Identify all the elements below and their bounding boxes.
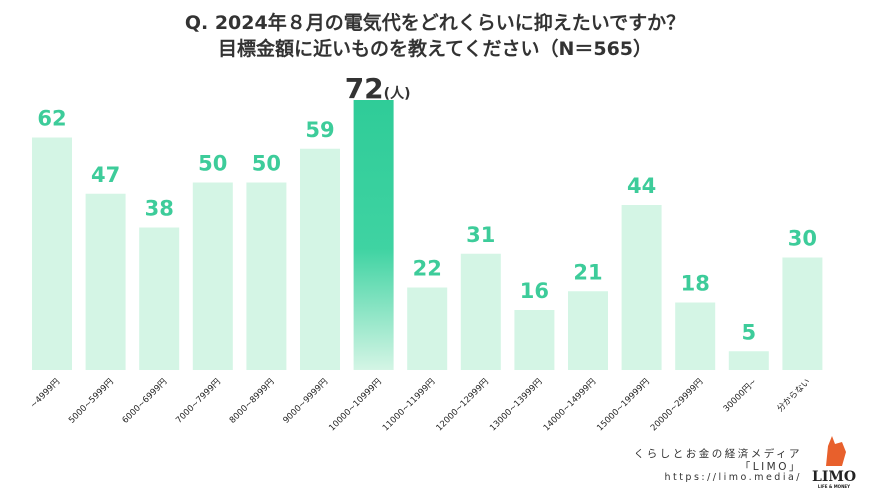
x-tick-label-9: 13000~13999円 xyxy=(488,377,544,433)
bar-11 xyxy=(621,205,662,370)
fox-icon xyxy=(826,436,846,466)
x-tick-label-12: 20000~29999円 xyxy=(649,377,705,433)
bar-2 xyxy=(139,227,180,370)
value-label-2: 38 xyxy=(145,197,174,221)
bar-9 xyxy=(514,310,555,370)
value-label-1: 47 xyxy=(91,163,120,187)
bar-4 xyxy=(246,182,287,370)
x-tick-label-7: 11000~11999円 xyxy=(381,377,437,433)
footer-tagline: くらしとお金の経済メディア xyxy=(633,448,802,460)
value-label-3: 50 xyxy=(198,152,227,176)
value-label-6: 72(人) xyxy=(345,72,411,105)
x-tick-label-10: 14000~14999円 xyxy=(542,377,598,433)
x-tick-label-3: 7000~7999円 xyxy=(174,377,223,426)
footer-brand: 「LIMO」 xyxy=(739,461,802,473)
x-tick-label-11: 15000~19999円 xyxy=(595,377,651,433)
value-label-11: 44 xyxy=(627,174,656,198)
x-tick-label-4: 8000~8999円 xyxy=(228,377,277,426)
value-label-0: 62 xyxy=(37,107,66,131)
unit-label: (人) xyxy=(384,85,411,102)
bar-14 xyxy=(782,257,823,370)
value-label-9: 16 xyxy=(520,279,549,303)
bar-0 xyxy=(32,137,72,370)
logo-text: LIMO xyxy=(812,469,857,485)
logo-subtext: LIFE & MONEY xyxy=(817,484,851,489)
value-label-10: 21 xyxy=(573,260,602,284)
bar-3 xyxy=(192,182,233,370)
bar-8 xyxy=(460,253,501,370)
bar-5 xyxy=(300,148,340,370)
x-tick-label-13: 30000円~ xyxy=(722,377,759,414)
x-tick-label-5: 9000~9999円 xyxy=(281,377,330,426)
x-tick-label-2: 6000~6999円 xyxy=(121,377,170,426)
value-label-14: 30 xyxy=(788,227,817,251)
limo-logo: LIMO LIFE & MONEY xyxy=(812,436,856,489)
x-tick-label-6: 10000~10999円 xyxy=(327,377,383,433)
value-label-7: 22 xyxy=(413,257,442,281)
bar-7 xyxy=(407,287,448,370)
x-tick-label-1: 5000~5999円 xyxy=(67,377,116,426)
chart-subtitle: 目標金額に近いものを教えてください（N＝565） xyxy=(217,38,653,60)
bar-1 xyxy=(85,193,126,370)
footer-url[interactable]: https://limo.media/ xyxy=(664,472,802,483)
value-label-4: 50 xyxy=(252,152,281,176)
bar-12 xyxy=(675,302,716,370)
x-tick-label-0: ~4999円 xyxy=(29,377,62,410)
chart-title: Q. 2024年８月の電気代をどれくらいに抑えたいですか？ xyxy=(184,12,686,34)
x-tick-label-14: 分からない xyxy=(775,377,812,414)
bar-10 xyxy=(568,291,608,370)
value-label-5: 59 xyxy=(305,118,334,142)
x-tick-label-8: 12000~12999円 xyxy=(435,377,491,433)
value-label-13: 5 xyxy=(741,320,756,344)
value-label-12: 18 xyxy=(681,272,710,296)
bar-13 xyxy=(728,351,769,370)
value-label-8: 31 xyxy=(466,223,495,247)
bar-6 xyxy=(353,100,394,370)
